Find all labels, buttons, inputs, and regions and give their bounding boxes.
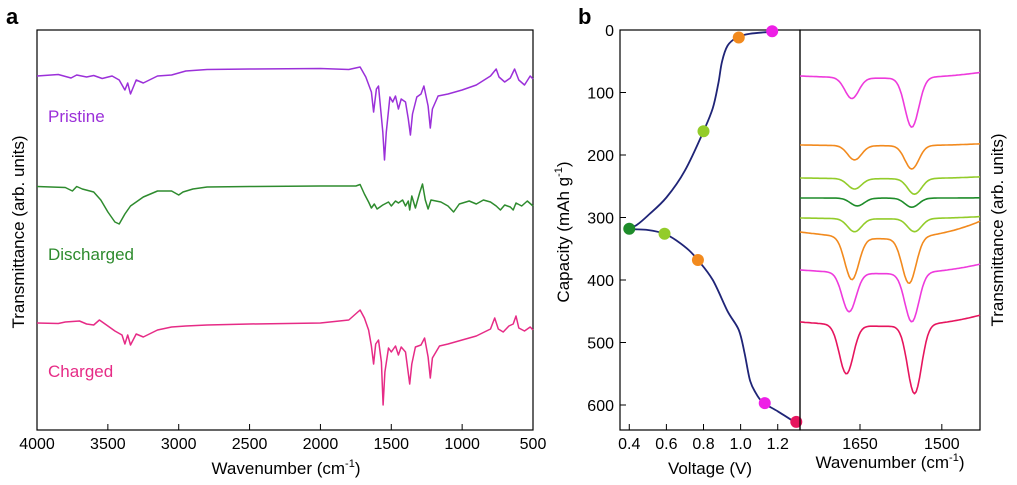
state-marker <box>790 415 803 428</box>
spectrum-pristine <box>36 66 534 161</box>
state-marker <box>766 25 779 38</box>
ir-spectrum-trace-8 <box>799 314 981 395</box>
panel-b-right-x-ticks: 1650 1500 <box>842 424 960 453</box>
panel-b-right-traces <box>799 71 981 395</box>
state-marker <box>697 125 710 138</box>
panel-a-x-tick-label: 4000 <box>19 436 55 453</box>
panel-a-x-tick-label: 500 <box>520 436 547 453</box>
panel-b-right: 1650 1500 Wavenumber (cm-1) Transmittance… <box>799 29 1007 472</box>
label-pristine: Pristine <box>48 107 105 126</box>
capacity-voltage-curve <box>628 31 795 423</box>
ir-spectrum-trace-4 <box>800 197 980 208</box>
panel-a-x-tick-label: 1500 <box>373 436 409 453</box>
panel-b-x-tick-label: 1.2 <box>767 436 789 453</box>
panel-a: a 4000 3500 3000 2500 2000 1500 1000 500 Pristi… <box>6 4 546 478</box>
panel-b-y-axis-title-end: ) <box>554 161 573 167</box>
panel-a-x-tick-label: 2500 <box>232 436 268 453</box>
panel-b-y-tick-label: 300 <box>587 211 614 228</box>
panel-b-y-ticks: 0 100 200 300 400 500 600 <box>587 23 626 415</box>
ir-spectrum-trace-5 <box>800 215 981 233</box>
panel-b-y-tick-label: 500 <box>587 336 614 353</box>
panel-b-right-x-axis-title-sup: -1 <box>949 452 959 464</box>
panel-a-x-tick-label: 3000 <box>161 436 197 453</box>
panel-b-x-tick-label: 0.6 <box>655 436 677 453</box>
ir-spectrum-trace-3 <box>800 176 981 195</box>
panel-b-x-ticks: 0.4 0.6 0.8 1.0 1.2 <box>618 424 789 453</box>
panel-b-letter: b <box>578 4 591 29</box>
panel-b-right-plot-frame <box>799 29 981 431</box>
panel-b: b 0.4 0.6 0.8 1.0 1.2 0 100 200 300 400 500 600 Vo… <box>553 4 803 478</box>
spectrum-discharged <box>36 183 534 225</box>
panel-a-x-tick-label: 3500 <box>90 436 126 453</box>
panel-a-x-ticks: 4000 3500 3000 2500 2000 1500 1000 500 <box>19 424 546 453</box>
panel-b-x-tick-label: 0.4 <box>618 436 640 453</box>
panel-b-x-tick-label: 0.8 <box>692 436 714 453</box>
ir-spectrum-trace-2 <box>800 143 981 170</box>
panel-b-right-x-axis-title-text: Wavenumber (cm <box>816 453 950 472</box>
panel-a-x-tick-label: 1000 <box>444 436 480 453</box>
panel-a-x-axis-title-text: Wavenumber (cm <box>212 459 346 478</box>
ir-spectrum-trace-1 <box>799 71 981 128</box>
panel-b-y-axis-title-sup: -1 <box>553 167 565 177</box>
spectrum-charged <box>36 309 534 406</box>
panel-a-traces <box>36 66 534 406</box>
panel-b-x-tick-label: 1.0 <box>729 436 751 453</box>
panel-b-right-x-tick-label: 1500 <box>924 436 960 453</box>
state-marker <box>732 31 745 44</box>
state-marker <box>691 254 704 266</box>
panel-a-plot-frame <box>36 29 534 431</box>
panel-b-y-tick-label: 0 <box>605 23 614 40</box>
panel-a-x-axis-title-sup: -1 <box>345 458 355 470</box>
panel-b-y-tick-label: 400 <box>587 273 614 290</box>
panel-b-right-x-tick-label: 1650 <box>842 436 878 453</box>
panel-b-right-x-axis-title: Wavenumber (cm-1) <box>816 452 965 472</box>
panel-b-right-x-axis-title-end: ) <box>959 453 965 472</box>
panel-a-y-axis-title: Transmittance (arb. units) <box>9 135 28 328</box>
ir-spectrum-trace-6 <box>799 220 981 284</box>
panel-b-right-y-axis-title: Transmittance (arb. units) <box>988 133 1007 326</box>
panel-a-x-axis-title-end: ) <box>355 459 361 478</box>
panel-b-markers <box>623 25 803 428</box>
state-marker <box>658 227 671 240</box>
panel-a-letter: a <box>6 4 19 29</box>
panel-a-x-axis-title: Wavenumber (cm-1) <box>212 458 361 478</box>
panel-b-y-tick-label: 200 <box>587 148 614 165</box>
panel-a-x-tick-label: 2000 <box>303 436 339 453</box>
state-marker <box>623 222 636 235</box>
panel-b-y-axis-title: Capacity (mAh g-1) <box>553 161 573 302</box>
state-marker <box>758 397 771 410</box>
label-charged: Charged <box>48 362 113 381</box>
panel-b-x-axis-title: Voltage (V) <box>668 459 752 478</box>
label-discharged: Discharged <box>48 245 134 264</box>
panel-b-y-axis-title-text: Capacity (mAh g <box>554 177 573 303</box>
panel-b-y-tick-label: 100 <box>587 86 614 103</box>
panel-b-y-tick-label: 600 <box>587 398 614 415</box>
ir-spectrum-trace-7 <box>799 263 981 323</box>
